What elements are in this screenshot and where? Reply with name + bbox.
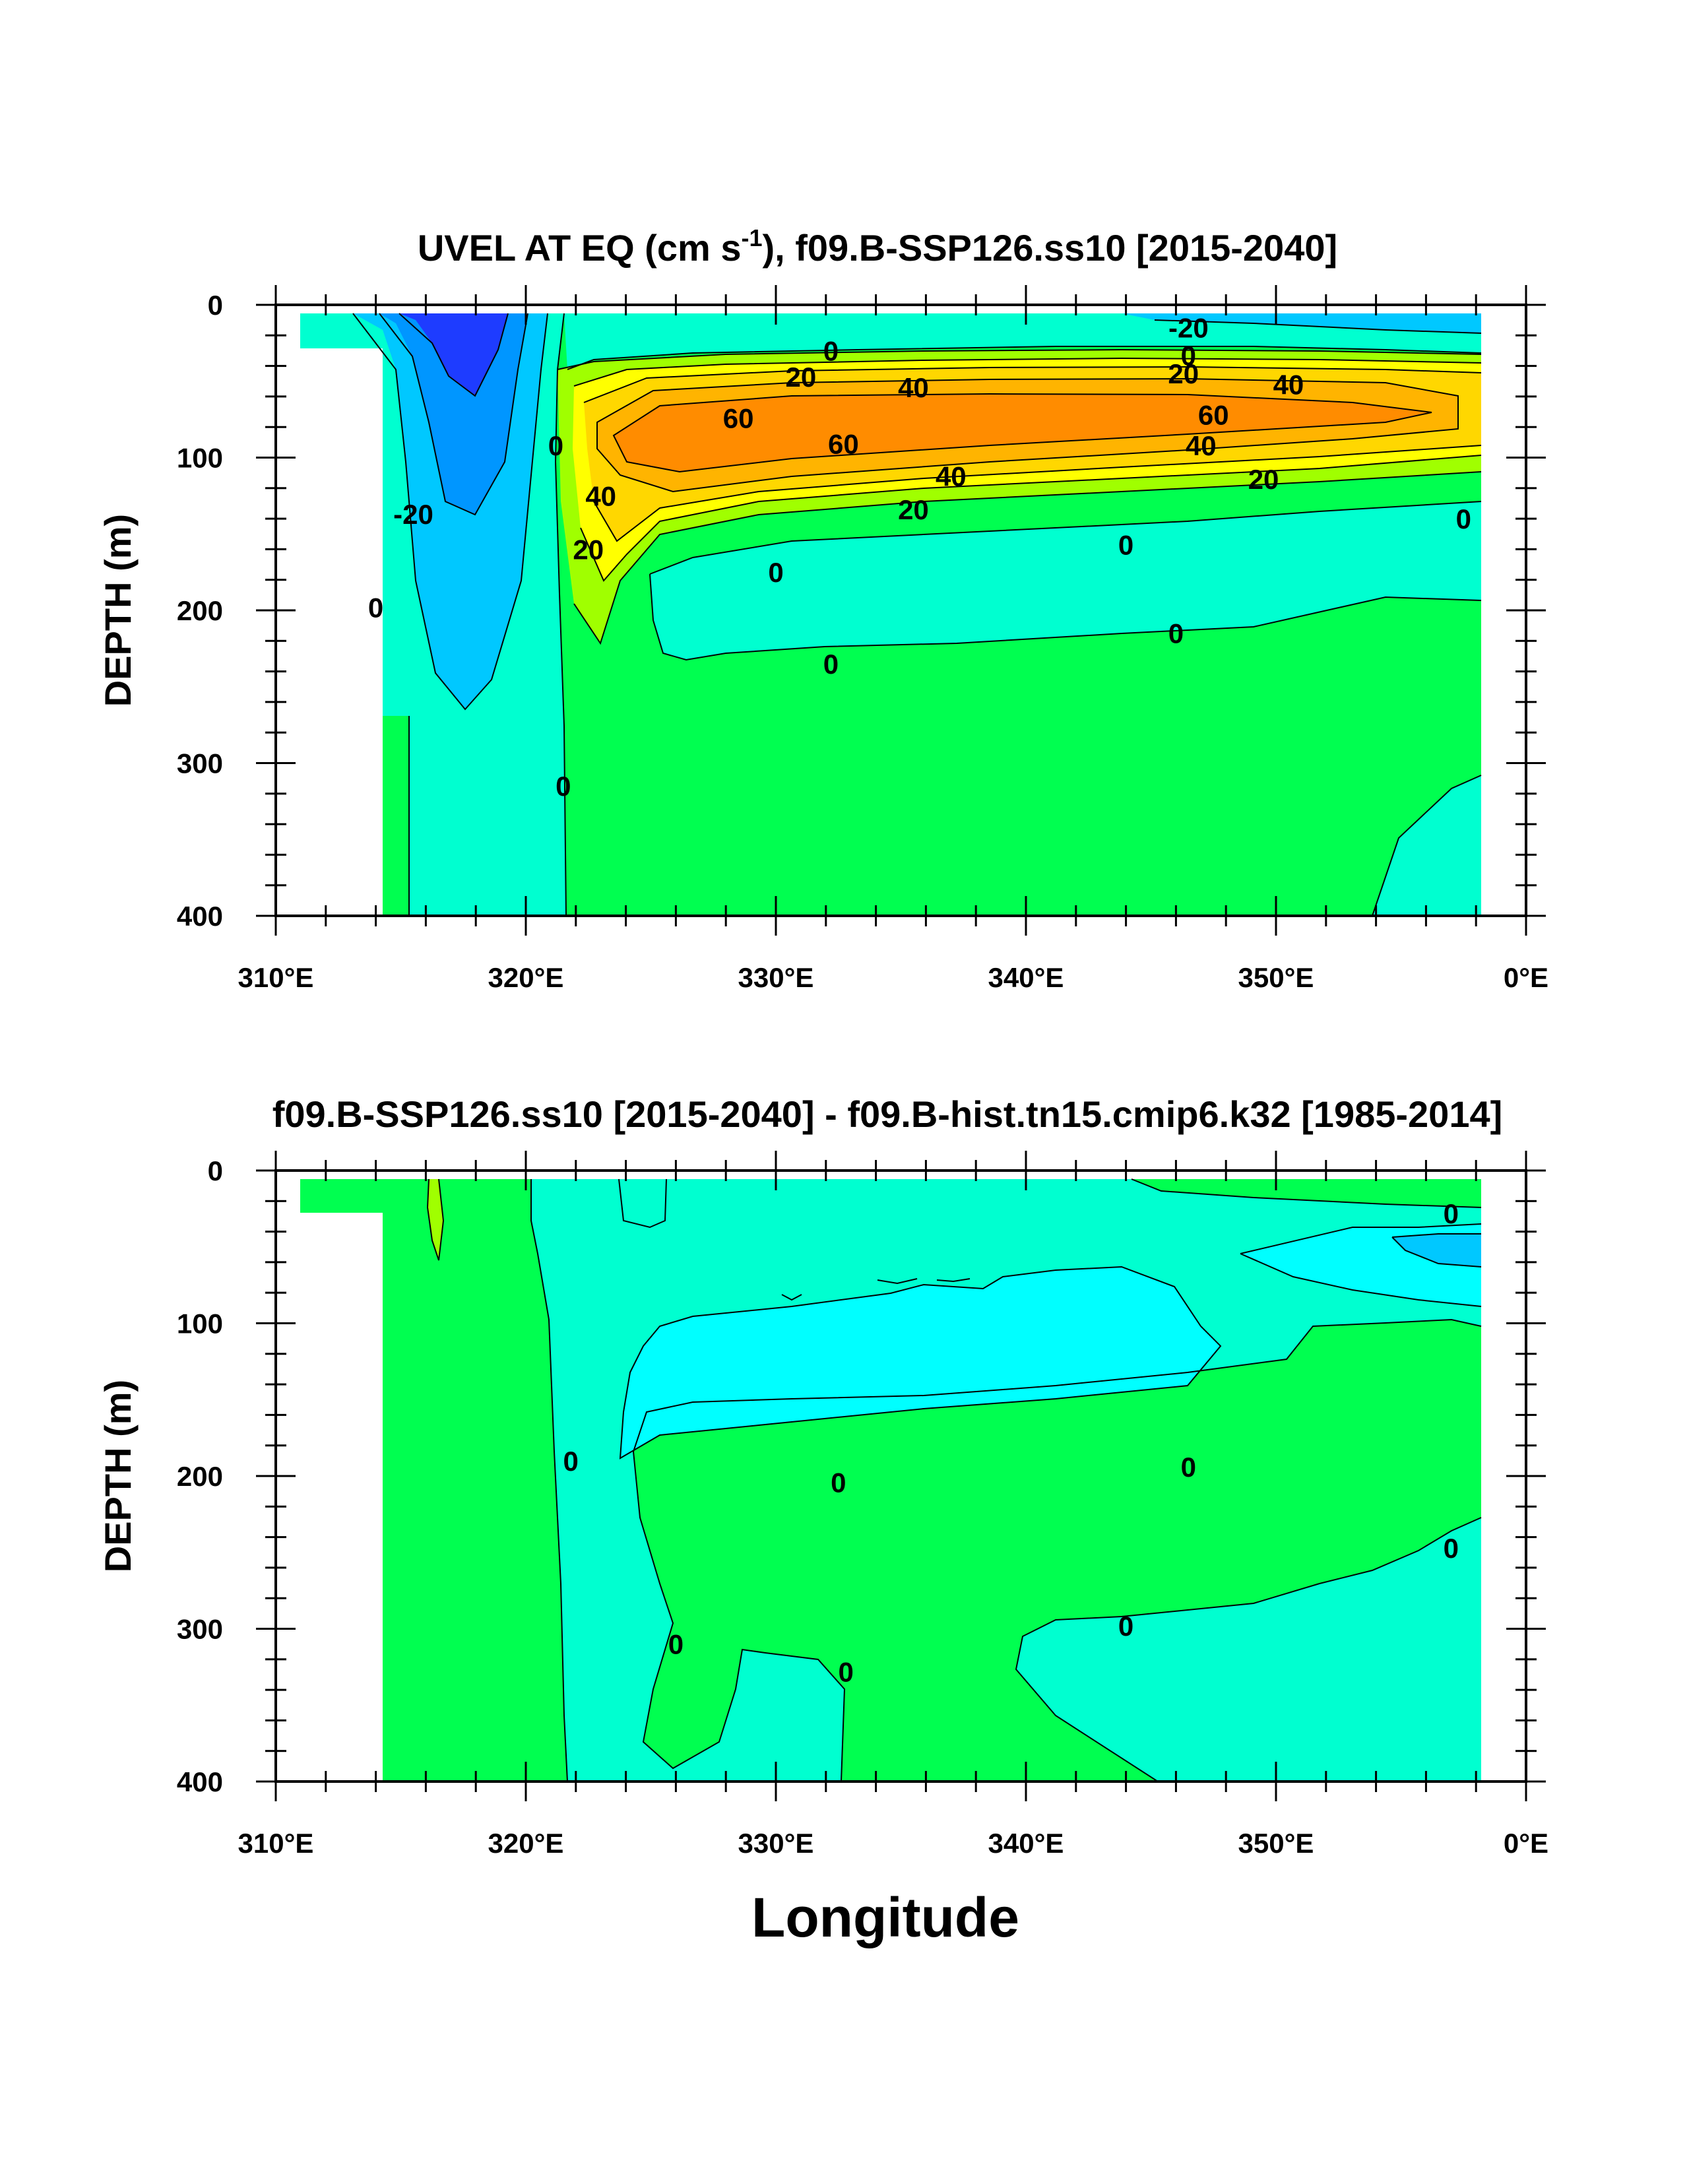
fill-m10-0-deep [650,501,1481,660]
contour-label: 60 [1198,400,1229,431]
bottom-contour-fill [276,1171,1526,1782]
bottom-panel: f09.B-SSP126.ss10 [2015-2040] - f09.B-hi… [97,1093,1548,1948]
contour-label: 60 [723,402,754,434]
contour-label: 0 [1118,529,1133,560]
fill-m10-0-sw-corner [1372,775,1481,916]
x-tick-label: 340°E [988,962,1064,993]
contour-label: 0 [1181,340,1196,371]
contour-label: 0 [563,1446,579,1477]
contour-label: -20 [1168,313,1209,344]
contour-label: 0 [548,430,563,461]
fill-below-m30 [399,313,508,396]
fill-m10-0-surface [564,313,1481,369]
contour-label: 20 [898,494,929,525]
x-tick-label: 350°E [1238,1828,1314,1859]
bottom-contour-labels: 0 0 0 0 0 0 0 0 [563,1198,1459,1688]
y-tick-label: 100 [177,1308,223,1339]
fill-above-60 [614,394,1432,472]
x-tick-label: 310°E [238,962,314,993]
x-tick-label: 330°E [738,962,814,993]
x-tick-label: 340°E [988,1828,1064,1859]
contour-label: 40 [1186,430,1217,461]
y-tick-label: 200 [177,1461,223,1492]
y-tick-label: 0 [208,290,223,321]
top-ticks: 310°E 320°E 330°E 340°E 350°E 0°E010020030040… [177,285,1548,993]
x-axis-title: Longitude [751,1886,1019,1948]
land-mask-bot-surface [276,1171,1526,1179]
x-tick-label: 310°E [238,1828,314,1859]
y-tick-label: 400 [177,901,223,932]
contour-label: 0 [368,592,383,623]
contour-label: 40 [936,461,967,492]
bot-fill-pos-nw-strip [428,1179,443,1260]
x-tick-label: 320°E [488,1828,564,1859]
contour-label: 40 [585,480,616,511]
land-mask-bot [276,1171,383,1782]
contour-label: 0 [1118,1611,1133,1642]
bot-fill-neg-se [1016,1518,1481,1782]
contour-label: 0 [838,1656,853,1687]
contour-label: 0 [1181,1452,1196,1483]
x-tick-label: 330°E [738,1828,814,1859]
y-tick-label: 100 [177,443,223,474]
x-tick-label: 0°E [1504,1828,1548,1859]
y-tick-label: 0 [208,1155,223,1186]
top-panel: UVEL AT EQ (cm s-1), f09.B-SSP126.ss10 [… [97,224,1548,993]
y-tick-label: 400 [177,1766,223,1797]
y-tick-label: 200 [177,595,223,626]
land-mask-top-surface [276,305,1526,313]
x-tick-label: 0°E [1504,962,1548,993]
bot-fill-m10-central [620,1267,1221,1458]
contour-label: 0 [668,1629,684,1660]
contour-label: 20 [1168,358,1199,389]
contour-label: 0 [1444,1198,1459,1229]
contour-label: -20 [393,499,433,530]
bot-fill-neg-nw-blob [619,1179,666,1227]
y-tick-label: 300 [177,748,223,779]
fill-m20-m10-surface [1122,313,1481,333]
top-y-axis-label: DEPTH (m) [97,514,139,707]
top-contour-lines [352,313,1482,916]
contour-label: 40 [1273,369,1304,400]
x-tick-label: 320°E [488,962,564,993]
contour-label: 0 [1444,1533,1459,1564]
contour-label: 0 [768,557,783,588]
contour-label: 0 [823,335,839,366]
x-tick-label: 350°E [1238,962,1314,993]
land-mask-top [276,305,383,916]
contour-label: 0 [1168,618,1184,649]
contour-label: 40 [898,372,929,403]
top-panel-title: UVEL AT EQ (cm s-1), f09.B-SSP126.ss10 [… [418,224,1337,269]
contour-label: 0 [1456,503,1471,534]
contour-label: 0 [556,771,571,802]
bot-fill-m20-east [1392,1234,1481,1267]
bottom-ticks: 310°E 320°E 330°E 340°E 350°E 0°E 0 100 200 300 40… [177,1151,1548,1859]
contour-label: 20 [786,362,817,393]
contour-label: 20 [1248,464,1279,495]
contour-label: 0 [831,1467,846,1498]
contour-label: 60 [828,429,859,460]
bottom-y-axis-label: DEPTH (m) [97,1380,139,1572]
contour-label: 0 [823,649,839,680]
bottom-panel-title: f09.B-SSP126.ss10 [2015-2040] - f09.B-hi… [272,1093,1503,1135]
top-contour-fill [276,305,1526,916]
bottom-contour-lines [426,1178,1482,1782]
y-tick-label: 300 [177,1614,223,1645]
contour-label: 20 [573,534,604,565]
